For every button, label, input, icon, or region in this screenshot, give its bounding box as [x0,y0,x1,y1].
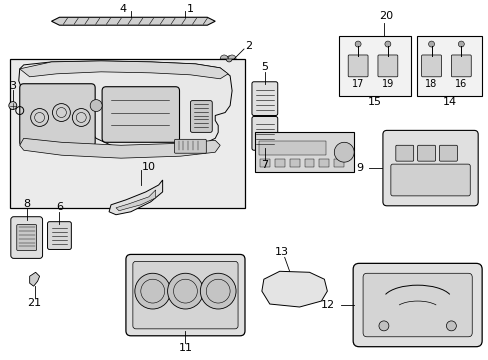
FancyBboxPatch shape [251,117,277,150]
Text: 5: 5 [261,62,268,72]
Bar [274,159,284,167]
Wedge shape [228,55,236,59]
FancyBboxPatch shape [450,55,470,77]
Bar [289,159,299,167]
Circle shape [334,142,353,162]
Bar [319,159,328,167]
Text: 13: 13 [274,247,288,257]
Polygon shape [262,271,326,307]
FancyBboxPatch shape [174,139,206,153]
Text: 4: 4 [119,4,126,14]
Text: 3: 3 [9,81,16,91]
FancyBboxPatch shape [417,145,435,161]
Circle shape [384,41,390,47]
Text: 10: 10 [142,162,155,172]
Text: 6: 6 [56,202,63,212]
Bar [259,159,269,167]
FancyBboxPatch shape [395,145,413,161]
FancyBboxPatch shape [251,82,277,116]
FancyBboxPatch shape [20,84,95,146]
Wedge shape [375,37,382,43]
Bar [254,132,353,172]
Text: 11: 11 [178,343,192,353]
FancyBboxPatch shape [352,264,481,347]
Text: 1: 1 [186,4,194,14]
FancyBboxPatch shape [377,55,397,77]
Polygon shape [30,272,40,286]
Circle shape [90,100,102,112]
FancyBboxPatch shape [17,225,37,251]
Wedge shape [383,37,390,43]
Circle shape [167,273,203,309]
FancyBboxPatch shape [421,55,441,77]
FancyBboxPatch shape [102,87,179,142]
FancyBboxPatch shape [390,164,469,196]
FancyBboxPatch shape [47,222,71,249]
Text: 9: 9 [355,163,362,173]
Circle shape [379,37,387,45]
Circle shape [446,321,455,331]
Text: 8: 8 [23,199,30,209]
FancyBboxPatch shape [439,145,456,161]
FancyBboxPatch shape [382,130,477,206]
Polygon shape [51,17,215,25]
Bar [10,59,244,208]
Bar [416,36,481,96]
FancyBboxPatch shape [11,217,42,258]
Circle shape [427,41,434,47]
Text: 17: 17 [351,79,364,89]
Circle shape [225,56,232,62]
Text: 14: 14 [442,96,455,107]
Wedge shape [220,55,228,59]
FancyBboxPatch shape [133,261,238,329]
Text: 15: 15 [367,96,381,107]
Polygon shape [20,138,220,158]
Bar [304,159,314,167]
Text: 20: 20 [378,11,392,21]
Text: 16: 16 [454,79,467,89]
Text: 21: 21 [27,298,41,308]
Polygon shape [19,61,232,149]
FancyBboxPatch shape [347,55,367,77]
Text: 12: 12 [321,300,335,310]
FancyBboxPatch shape [362,273,471,337]
Circle shape [200,273,236,309]
Bar [339,36,410,96]
Circle shape [9,102,17,109]
Bar [334,159,344,167]
Polygon shape [20,61,228,79]
Text: 19: 19 [381,79,393,89]
Text: 7: 7 [261,160,268,170]
Text: 18: 18 [425,79,437,89]
Bar [258,141,325,155]
FancyBboxPatch shape [190,100,212,132]
FancyBboxPatch shape [126,255,244,336]
Circle shape [457,41,463,47]
Text: 2: 2 [245,41,252,51]
Circle shape [135,273,170,309]
Circle shape [354,41,360,47]
Circle shape [378,321,388,331]
Polygon shape [116,190,155,211]
Polygon shape [109,180,163,215]
